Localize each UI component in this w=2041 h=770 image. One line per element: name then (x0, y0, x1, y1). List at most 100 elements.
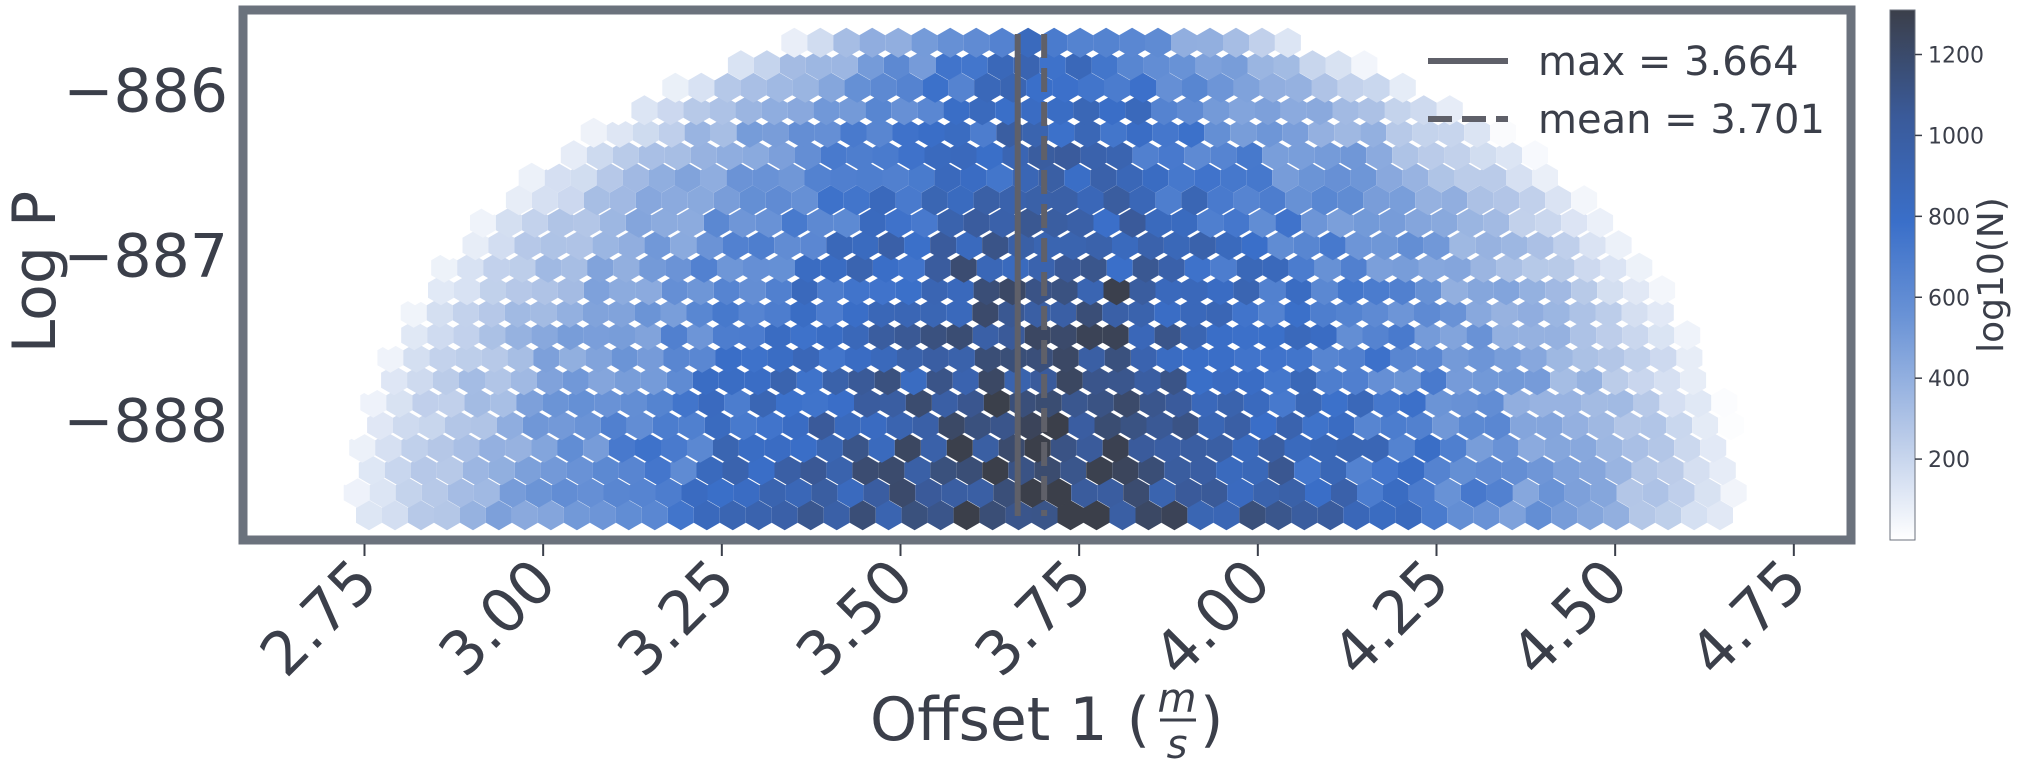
colorbar-tick-label: 1200 (1928, 44, 1984, 69)
hexbin-cell (560, 140, 587, 171)
hexbin-cell (1570, 432, 1597, 463)
hexbin-cell (982, 230, 1009, 261)
hexbin-cell (1177, 95, 1203, 126)
hexbin-cell (453, 432, 480, 463)
hexbin-cell (1416, 342, 1443, 373)
hexbin-cell (1126, 117, 1153, 148)
reference-lines (1014, 34, 1048, 516)
hexbin-cell (1316, 365, 1343, 396)
hexbin-cell (1388, 320, 1415, 351)
hexbin-cell (1028, 252, 1055, 283)
hexbin-cell (1571, 185, 1598, 216)
hexbin-cell (1298, 162, 1325, 193)
hexbin-cell (1207, 72, 1234, 103)
hexbin-cell (1130, 72, 1156, 103)
hexbin-cell (592, 455, 619, 486)
hexbin-cell (1160, 365, 1187, 396)
hexbin-cell (1363, 275, 1390, 306)
hexbin-cell (900, 365, 927, 396)
hexbin-cell (1016, 410, 1043, 441)
hexbin-cell (1047, 95, 1074, 126)
hexbin-cell (995, 95, 1022, 126)
hexbin-cell (505, 185, 532, 216)
hexbin-cell (766, 72, 793, 103)
hexbin-cell (687, 275, 714, 306)
hexbin-cell (401, 320, 428, 351)
hexbin-cell (819, 342, 845, 373)
hexbin-cell (464, 387, 491, 418)
hexbin-cell (1249, 27, 1275, 58)
hexbin-cell (1282, 117, 1309, 148)
hexbin-cell (631, 95, 658, 126)
hexbin-cell (459, 365, 485, 396)
hexbin-cell (743, 252, 769, 283)
hexbin-cell (1232, 320, 1259, 351)
hexbin-cell (1050, 297, 1077, 328)
hexbin-cell (856, 162, 883, 193)
hexbin-cell (557, 185, 584, 216)
hexbin-cell (1191, 387, 1218, 418)
hexbin-cell (375, 320, 402, 351)
hexbin-cell (330, 500, 356, 531)
hexbin-cell (1548, 252, 1575, 283)
hexbin-cell (1473, 500, 1500, 531)
hexbin-cell (471, 410, 497, 441)
hexbin-cell (816, 432, 843, 463)
hexbin-cell (1440, 297, 1466, 328)
hexbin-cell (583, 320, 609, 351)
hexbin-cell (1366, 252, 1393, 283)
hexbin-cell (895, 275, 922, 306)
hexbin-cell (403, 342, 430, 373)
hexbin-cell (1291, 500, 1318, 531)
hexbin-cell (651, 207, 678, 238)
hexbin-cell (1187, 500, 1214, 531)
hexbin-cell (796, 365, 823, 396)
hexbin-cell (816, 320, 843, 351)
hexbin-cell (1380, 410, 1407, 441)
hexbin-cell (1327, 207, 1354, 238)
hexbin-cell (1273, 50, 1300, 81)
hexbin-cell (1345, 230, 1372, 261)
hexbin-cell (952, 365, 979, 396)
hexbin-cell (793, 342, 819, 373)
hexbin-cell (402, 275, 428, 306)
hexbin-cell (1363, 72, 1390, 103)
hexbin-cell (1475, 230, 1502, 261)
hexbin-cell (1116, 162, 1143, 193)
hexbin-cell (1086, 455, 1113, 486)
hexbin-cell (693, 500, 720, 531)
hexbin-cell (866, 117, 893, 148)
hexbin-cell (1220, 162, 1247, 193)
hexbin-cell (1648, 432, 1675, 463)
hexbin-cell (1648, 320, 1675, 351)
hexbin-cell (522, 410, 549, 441)
hexbin-cell (1718, 410, 1744, 441)
hexbin-cell (1206, 297, 1233, 328)
hexbin-cell (972, 320, 999, 351)
hexbin-cell (1132, 252, 1159, 283)
hexbin-cell (540, 455, 567, 486)
hexbin-cell (1674, 320, 1701, 351)
hexbin-cell (1172, 410, 1199, 441)
hexbin-cell (537, 500, 564, 531)
hexbin-cell (1125, 95, 1151, 126)
hexbin-cell (848, 365, 875, 396)
hexbin-cell (1529, 387, 1556, 418)
hexbin-cell (982, 455, 1009, 486)
hexbin-cell (1532, 162, 1558, 193)
hexbin-cell (874, 365, 901, 396)
hexbin-cell (1243, 387, 1270, 418)
hexbin-cell (1065, 50, 1092, 81)
hexbin-cell (1087, 387, 1114, 418)
colorbar-tick-label: 800 (1928, 205, 1970, 230)
hexbin-cell (626, 410, 653, 441)
hexbin-cell (1182, 342, 1209, 373)
hexbin-cell (1412, 117, 1439, 148)
hexbin-cell (857, 50, 884, 81)
hexbin-cell (1154, 320, 1181, 351)
hexbin-cell (1264, 365, 1291, 396)
hexbin-cell (894, 297, 921, 328)
hexbin-cell (1104, 72, 1130, 103)
hexbin-cell (1470, 252, 1497, 283)
hexbin-cell (813, 95, 840, 126)
